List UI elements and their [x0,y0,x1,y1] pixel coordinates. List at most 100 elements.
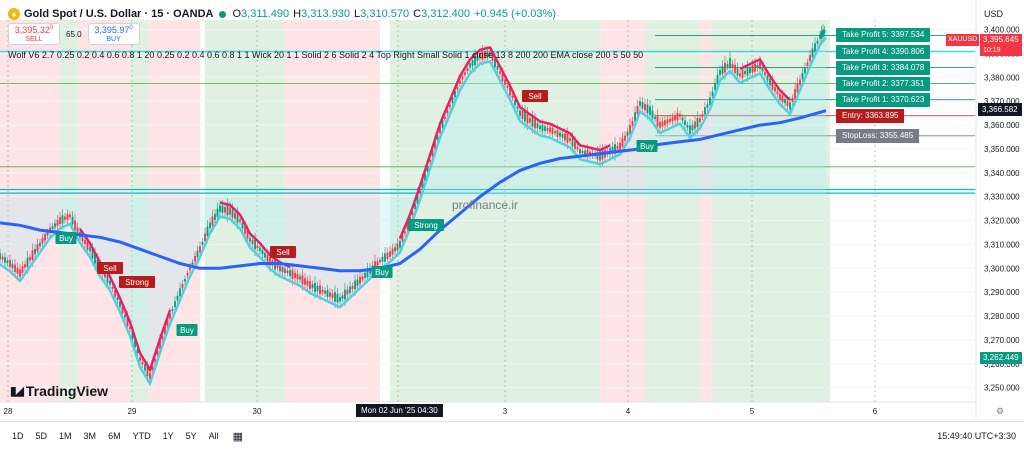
time-axis[interactable]: 28 29 30 3 4 5 6 ⚙ [0,401,1004,416]
candle [134,339,136,348]
candle [406,223,409,230]
crosshair-price-tag: 3,366.582 [978,103,1022,117]
candle [704,107,706,115]
range-button-3m[interactable]: 3M [83,431,97,441]
indicator-legend[interactable]: Wolf V6 2.7 0.25 0.2 0.4 0.6 0.8 1 20 0.… [8,50,644,60]
candle [74,220,76,231]
candle [261,250,264,255]
candle [36,244,39,252]
candle [69,214,71,217]
candle [244,226,246,234]
candle [119,301,121,307]
candle [759,61,761,70]
candle [144,364,146,371]
take-profit-label-1: Take Profit 1: 3370.623 [836,92,931,107]
signal-box-7 [522,90,548,102]
signal-box-5 [408,219,444,231]
candle [566,133,569,143]
candle [456,86,459,90]
candle [509,87,511,96]
candle [666,119,669,124]
range-buttons: 1D 5D 1M 3M 6M YTD 1Y 5Y All [0,431,219,441]
candle [536,123,539,129]
candle [791,98,794,102]
candle [376,261,379,266]
range-button-5d[interactable]: 5D [35,431,48,441]
candle [811,48,814,58]
candle [814,43,816,52]
candle [84,239,86,245]
crosshair-date-tag: Mon 02 Jun '25 04:30 [356,404,443,417]
candle [454,90,456,98]
candle [384,253,386,262]
candle [789,102,791,110]
candle [634,112,636,122]
candle [16,267,19,274]
candle [786,101,789,106]
pink-band-line-1 [398,46,611,239]
candle [481,51,484,60]
candle [154,358,156,362]
candle [331,293,334,299]
x-tick-0: 28 [4,407,13,416]
symbol-title[interactable]: Gold Spot / U.S. Dollar · 15 · OANDA [24,8,214,20]
buy-button[interactable]: 3,395.970 BUY [87,23,140,45]
candle [689,125,691,135]
currency-label[interactable]: USD [984,9,1004,19]
signal-box-3 [176,324,198,336]
candle [284,268,286,274]
candle [624,135,626,141]
signal-text-3: Buy [180,326,194,335]
signal-box-8 [636,140,658,152]
candle [751,65,754,73]
candle [611,146,614,154]
candle [511,95,514,99]
candle [586,149,589,157]
candle [781,95,784,103]
range-button-1m[interactable]: 1M [59,431,72,441]
signal-text-6: Buy [375,268,389,277]
candle [449,104,451,108]
candle [291,269,294,279]
candle [381,256,384,262]
candle [9,260,11,267]
candle [116,297,119,301]
candle [431,149,434,157]
candle [574,141,576,149]
chart-header: ● Gold Spot / U.S. Dollar · 15 · OANDA O… [8,6,556,22]
utc-clock[interactable]: 15:49:40 UTC+3:30 [937,431,1016,441]
candle [106,275,109,283]
candle [739,73,741,77]
candle [551,127,554,135]
candle [246,231,249,239]
candle [66,214,69,220]
range-button-all[interactable]: All [208,431,219,441]
candle [569,137,571,141]
candle [684,120,686,125]
ohlc-low: L3,310.570 [354,8,410,20]
range-button-1d[interactable]: 1D [12,431,24,441]
candle [86,241,89,250]
candle [489,51,491,55]
signal-box-4 [270,246,296,258]
range-button-1y[interactable]: 1Y [162,431,174,441]
candle [801,72,804,80]
candle [54,223,56,228]
range-button-5y[interactable]: 5Y [185,431,197,441]
candle [321,289,324,293]
sell-button[interactable]: 3,395.320 SELL [8,23,60,45]
y-tick-5: 3,300.000 [984,264,1020,273]
range-button-ytd[interactable]: YTD [132,431,151,441]
candle [649,106,651,116]
calendar-icon[interactable]: ▦ [232,430,244,443]
candle [361,276,364,280]
signal-box-1 [97,262,123,274]
candle [701,114,704,117]
candle [149,372,151,379]
candle [301,275,304,285]
candle [779,93,781,99]
settings-gear-icon: ⚙ [996,406,1004,416]
range-button-6m[interactable]: 6M [108,431,121,441]
candle [374,261,376,271]
